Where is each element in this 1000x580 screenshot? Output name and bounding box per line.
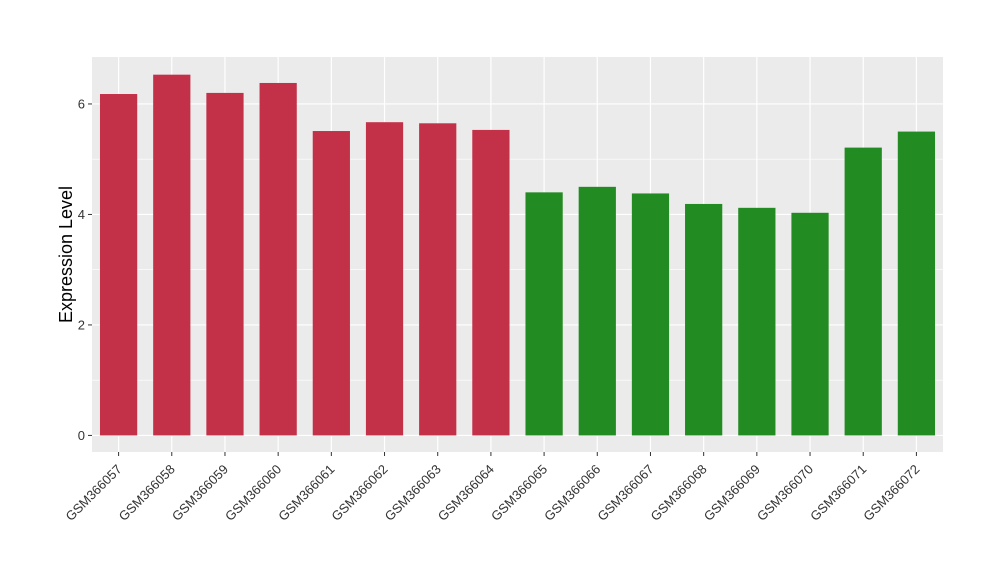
bar-GSM366065 <box>525 192 563 436</box>
bar-GSM366062 <box>365 122 404 436</box>
bar-GSM366071 <box>844 147 882 436</box>
bar-GSM366058 <box>153 74 191 436</box>
bar-GSM366057 <box>99 94 138 436</box>
x-tick-label: GSM366061 <box>275 462 337 524</box>
bar-GSM366067 <box>631 193 670 436</box>
bar-GSM366063 <box>419 123 457 436</box>
bar-GSM366064 <box>472 129 510 436</box>
y-axis: 0 2 4 6 <box>78 96 92 443</box>
x-tick-label: GSM366059 <box>169 462 231 524</box>
x-tick-label: GSM366057 <box>62 462 124 524</box>
y-tick-label: 6 <box>78 96 85 111</box>
bar-GSM366068 <box>685 203 723 436</box>
x-tick-label: GSM366058 <box>116 462 178 524</box>
y-tick-label: 4 <box>78 207 85 222</box>
x-tick-label: GSM366069 <box>701 462 763 524</box>
x-tick-label: GSM366070 <box>754 462 816 524</box>
x-tick-label: GSM366064 <box>435 462 497 524</box>
bar-GSM366070 <box>791 212 829 436</box>
y-axis-title: Expression Level <box>56 186 76 323</box>
x-tick-label: GSM366066 <box>541 462 603 524</box>
bar-GSM366069 <box>738 207 776 436</box>
y-tick-label: 0 <box>78 428 85 443</box>
x-tick-label: GSM366072 <box>860 462 922 524</box>
bar-GSM366059 <box>206 92 244 436</box>
bar-GSM366060 <box>259 82 297 436</box>
x-tick-label: GSM366068 <box>648 462 710 524</box>
bar-GSM366072 <box>897 131 936 436</box>
bar-GSM366061 <box>312 131 350 436</box>
x-tick-label: GSM366065 <box>488 462 550 524</box>
y-tick-label: 2 <box>78 317 85 332</box>
bar-GSM366066 <box>578 186 616 436</box>
bars-group <box>99 74 936 436</box>
x-axis: GSM366057GSM366058GSM366059GSM366060GSM3… <box>62 452 923 524</box>
x-tick-label: GSM366063 <box>382 462 444 524</box>
x-tick-label: GSM366071 <box>807 462 869 524</box>
x-tick-label: GSM366062 <box>328 462 390 524</box>
x-tick-label: GSM366060 <box>222 462 284 524</box>
x-tick-label: GSM366067 <box>594 462 656 524</box>
